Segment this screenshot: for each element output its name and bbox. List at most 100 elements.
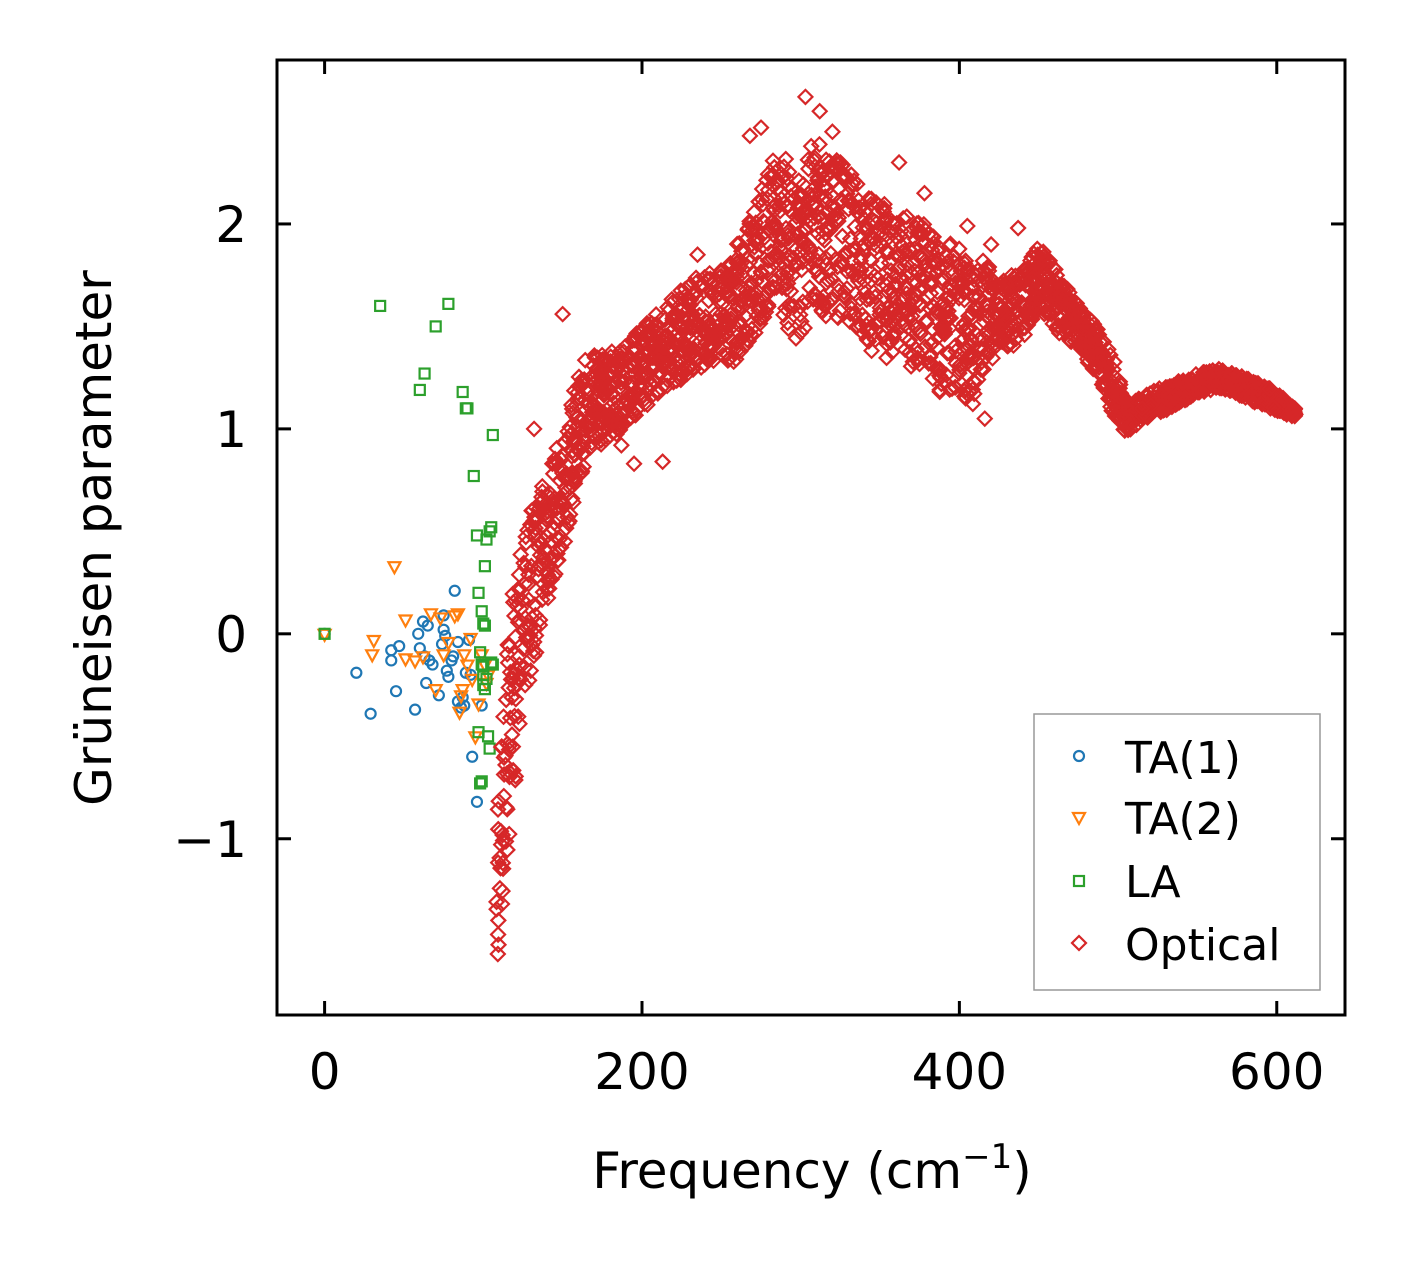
point-la: [475, 605, 488, 618]
point-optical: [520, 671, 538, 689]
point-la: [474, 777, 487, 790]
point-optical: [1086, 329, 1104, 347]
point-optical: [865, 283, 883, 301]
point-optical: [737, 282, 755, 300]
point-optical: [564, 493, 582, 511]
point-optical: [507, 690, 525, 708]
point-optical: [684, 359, 702, 377]
point-optical: [1074, 339, 1092, 358]
point-optical: [1088, 320, 1107, 338]
point-optical: [765, 215, 783, 233]
point-optical: [644, 373, 662, 391]
point-optical: [647, 306, 665, 324]
legend-marker-la: [1072, 874, 1086, 888]
point-ta1: [440, 664, 453, 677]
point-optical: [623, 386, 641, 404]
point-optical: [594, 354, 612, 372]
point-ta1: [447, 650, 460, 663]
point-optical: [568, 463, 586, 481]
point-optical: [672, 282, 690, 300]
point-optical: [849, 272, 867, 290]
point-optical: [830, 180, 848, 198]
point-optical: [837, 244, 855, 262]
point-optical: [494, 854, 512, 872]
point-ta2: [462, 632, 479, 648]
point-optical: [646, 316, 664, 334]
point-optical: [559, 429, 578, 447]
point-optical: [875, 203, 893, 221]
point-optical: [898, 284, 916, 303]
point-optical: [796, 88, 815, 106]
point-ta1: [393, 640, 406, 653]
point-optical: [1055, 292, 1073, 310]
point-optical: [690, 333, 709, 351]
point-ta2: [451, 706, 468, 721]
point-optical: [625, 455, 643, 473]
point-optical: [911, 322, 929, 340]
point-optical: [828, 258, 847, 276]
point-optical: [671, 365, 689, 383]
point-optical: [796, 220, 814, 238]
point-optical: [827, 211, 845, 229]
point-optical: [898, 208, 916, 226]
point-optical: [728, 235, 746, 253]
point-optical: [682, 345, 701, 363]
point-optical: [865, 240, 883, 258]
point-optical: [688, 273, 706, 291]
point-optical: [896, 266, 915, 285]
point-ta2: [415, 651, 431, 666]
point-optical: [487, 893, 506, 911]
point-optical: [932, 304, 950, 322]
x-axis-label: Frequency (cm−1): [592, 1137, 1032, 1200]
point-optical: [1260, 380, 1279, 398]
point-optical: [712, 262, 730, 280]
point-optical: [1283, 400, 1301, 419]
point-optical: [579, 384, 597, 402]
point-ta2: [435, 649, 452, 664]
point-optical: [704, 352, 723, 370]
point-optical: [556, 478, 575, 497]
point-optical: [769, 172, 787, 190]
point-optical: [1090, 358, 1108, 376]
point-optical: [692, 358, 710, 376]
point-optical: [759, 297, 777, 316]
point-optical: [519, 575, 538, 593]
point-optical: [526, 596, 544, 614]
point-optical: [823, 123, 841, 141]
point-optical: [1101, 375, 1120, 393]
point-optical: [611, 342, 629, 361]
point-optical: [860, 189, 878, 208]
point-optical: [1015, 260, 1033, 278]
point-optical: [894, 209, 912, 227]
data-points: [316, 88, 1304, 963]
x-tick-label: 0: [309, 1043, 341, 1101]
point-optical: [821, 221, 839, 239]
point-la: [456, 385, 469, 399]
point-ta2: [407, 655, 423, 670]
y-axis-label: Grüneisen parameter: [65, 270, 123, 806]
point-optical: [489, 911, 507, 929]
x-tick-label: 600: [1229, 1043, 1324, 1101]
point-optical: [642, 319, 660, 338]
point-optical: [506, 707, 524, 725]
point-optical: [851, 290, 869, 308]
point-optical: [610, 420, 628, 439]
point-optical: [563, 490, 581, 508]
point-optical: [669, 351, 687, 369]
point-optical: [806, 186, 824, 204]
point-ta2: [440, 636, 457, 652]
point-optical: [1158, 379, 1176, 397]
point-optical: [941, 380, 959, 399]
point-ta2: [427, 684, 444, 699]
point-optical: [1035, 251, 1053, 269]
point-optical: [509, 708, 527, 726]
point-optical: [1142, 397, 1160, 415]
point-optical: [779, 319, 797, 338]
point-optical: [817, 219, 835, 237]
point-optical: [1051, 309, 1069, 327]
point-optical: [526, 606, 545, 624]
point-optical: [843, 262, 861, 280]
point-optical: [543, 532, 561, 550]
point-optical: [612, 353, 630, 371]
